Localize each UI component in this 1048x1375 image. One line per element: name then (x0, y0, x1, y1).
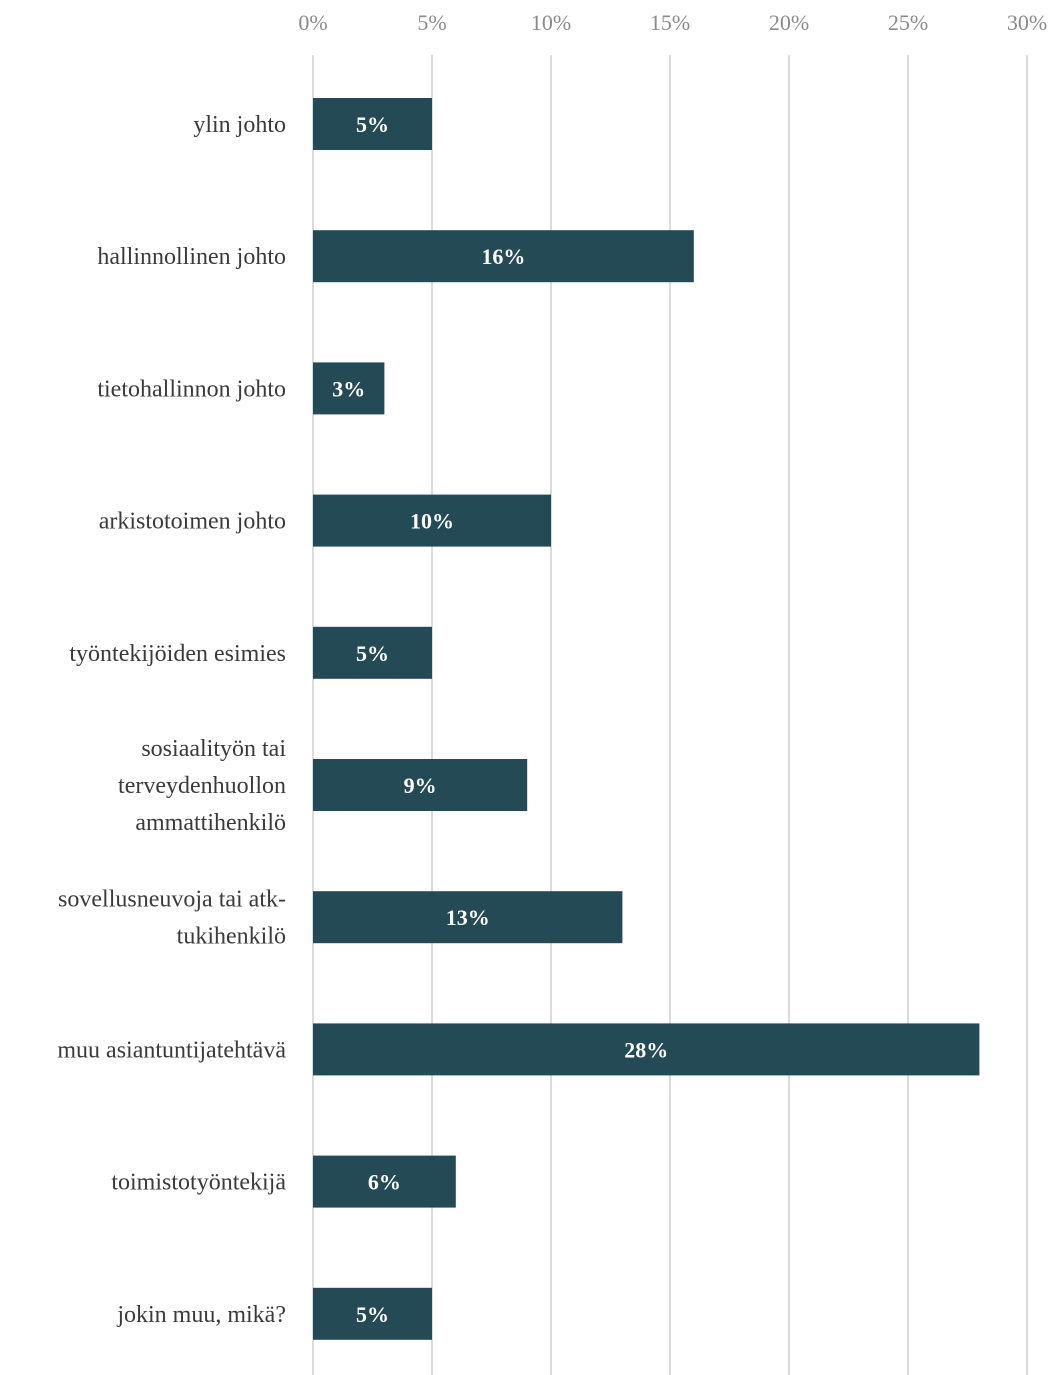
x-tick-label: 20% (769, 10, 809, 35)
category-label: ylin johto (193, 112, 286, 138)
data-label: 10% (410, 509, 454, 534)
bar (313, 1287, 432, 1340)
category-label: muu asiantuntijatehtävä (57, 1037, 286, 1063)
data-label: 13% (446, 905, 490, 930)
bars: 5% 16% 3% 10% 5% 9% 13% 28% 6% 5% (313, 98, 980, 1340)
x-tick-label: 25% (888, 10, 928, 35)
data-label: 9% (404, 773, 437, 798)
data-label: 6% (368, 1170, 401, 1195)
category-label: tietohallinnon johto (97, 376, 286, 402)
bar (313, 494, 551, 547)
category-labels: ylin johto hallinnollinen johto tietohalli… (57, 112, 286, 1328)
category-label: työntekijöiden esimies (69, 641, 286, 667)
bar (313, 891, 623, 944)
data-label: 16% (481, 244, 525, 269)
bar (313, 759, 528, 811)
x-tick-label: 30% (1007, 10, 1047, 35)
data-label: 28% (624, 1037, 668, 1062)
bar (313, 1155, 456, 1208)
bar (313, 362, 385, 415)
data-label: 5% (356, 112, 389, 137)
x-tick-label: 0% (298, 10, 327, 35)
category-label: sovellusneuvoja tai atk-tukihenkilö (58, 887, 286, 950)
bar (313, 98, 432, 150)
x-tick-label: 15% (650, 10, 690, 35)
data-label: 5% (356, 1302, 389, 1327)
data-label: 3% (332, 376, 365, 401)
x-tick-label: 10% (531, 10, 571, 35)
bar (313, 626, 432, 679)
category-label: hallinnollinen johto (97, 244, 286, 270)
data-label: 5% (356, 641, 389, 666)
category-label: arkistotoimen johto (99, 509, 286, 535)
category-label: toimistotyöntekijä (111, 1170, 286, 1196)
x-axis-ticks: 0% 5% 10% 15% 20% 25% 30% (298, 10, 1047, 35)
category-label: sosiaalityön tai terveydenhuollon ammattih… (118, 736, 286, 836)
x-tick-label: 5% (417, 10, 446, 35)
bar (313, 1023, 980, 1076)
category-label: jokin muu, mikä? (116, 1302, 286, 1328)
bar (313, 230, 694, 283)
